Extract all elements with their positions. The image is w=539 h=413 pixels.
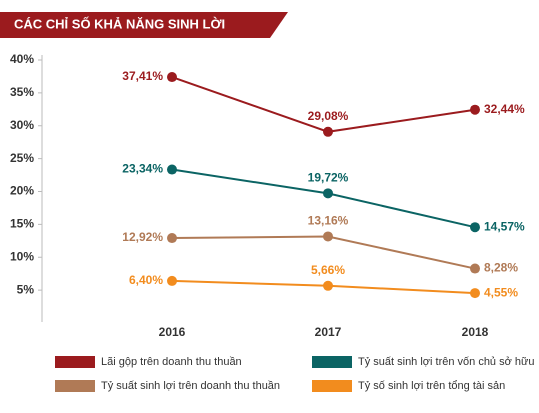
- point: [470, 263, 480, 274]
- legend-swatch: [55, 356, 95, 368]
- point: [167, 233, 177, 244]
- legend-swatch: [312, 380, 352, 392]
- data-label: 29,08%: [308, 109, 349, 123]
- legend-label: Tỷ suất sinh lợi trên vốn chủ sở hữu: [358, 356, 534, 368]
- legend-label: Tỷ suất sinh lợi trên doanh thu thuần: [101, 380, 280, 392]
- y-tick-label: 20%: [10, 184, 34, 198]
- point: [470, 104, 480, 115]
- x-tick-label: 2018: [462, 325, 489, 339]
- data-label: 14,57%: [484, 219, 525, 233]
- y-tick-label: 25%: [10, 151, 34, 165]
- legend-swatch: [55, 380, 95, 392]
- y-tick-label: 5%: [17, 282, 35, 296]
- legend-swatch: [312, 356, 352, 368]
- point: [167, 275, 177, 286]
- point: [167, 72, 177, 83]
- point: [323, 126, 333, 137]
- point: [323, 188, 333, 199]
- data-label: 37,41%: [122, 69, 163, 83]
- point: [323, 280, 333, 291]
- y-tick-label: 40%: [10, 52, 34, 66]
- point: [470, 222, 480, 233]
- y-tick-label: 10%: [10, 249, 34, 263]
- legend-label: Lãi gộp trên doanh thu thuần: [101, 356, 242, 368]
- y-tick-label: 35%: [10, 85, 34, 99]
- data-label: 19,72%: [308, 171, 349, 185]
- data-label: 32,44%: [484, 102, 525, 116]
- series-line: [171, 76, 476, 133]
- legend-label: Tỷ số sinh lợi trên tổng tài sản: [358, 380, 505, 392]
- y-tick-label: 30%: [10, 118, 34, 132]
- point: [470, 288, 480, 299]
- data-label: 6,40%: [129, 273, 163, 287]
- data-label: 12,92%: [122, 230, 163, 244]
- point: [323, 231, 333, 242]
- data-label: 5,66%: [311, 263, 345, 277]
- data-label: 8,28%: [484, 261, 518, 275]
- title-banner: [0, 12, 288, 38]
- chart-title: CÁC CHỈ SỐ KHẢ NĂNG SINH LỜI: [14, 16, 225, 31]
- x-tick-label: 2016: [159, 325, 186, 339]
- data-label: 13,16%: [308, 214, 349, 228]
- point: [167, 164, 177, 175]
- data-label: 23,34%: [122, 162, 163, 176]
- x-tick-label: 2017: [315, 325, 342, 339]
- data-label: 4,55%: [484, 285, 518, 299]
- y-tick-label: 15%: [10, 217, 34, 231]
